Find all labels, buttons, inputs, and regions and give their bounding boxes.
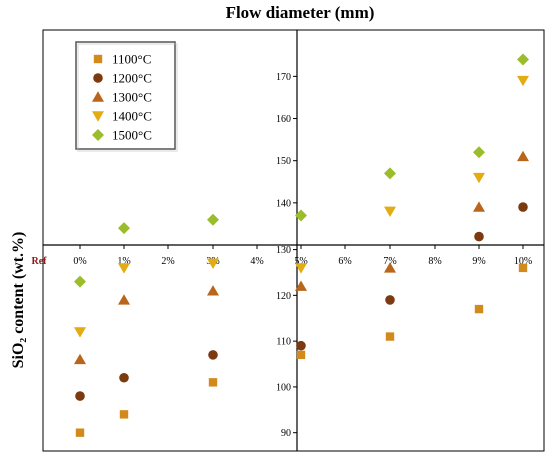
data-point xyxy=(385,332,395,341)
data-point xyxy=(118,222,130,235)
x-tick-label: 7% xyxy=(383,256,396,267)
data-point xyxy=(295,209,307,222)
data-point xyxy=(295,280,307,291)
legend-box-shadow xyxy=(77,43,178,152)
legend-label: 1100°C xyxy=(112,52,151,67)
data-point xyxy=(207,213,219,226)
y-tick-label: 170 xyxy=(276,72,291,83)
y-axis-label: SiO₂ content (wt.%) xyxy=(10,232,27,369)
y-tick-label: 110 xyxy=(276,337,291,348)
data-point xyxy=(119,410,129,419)
data-point xyxy=(518,202,528,212)
data-point xyxy=(208,378,218,387)
data-point xyxy=(517,150,529,162)
data-point xyxy=(74,353,86,365)
legend-marker xyxy=(93,54,103,64)
data-point xyxy=(473,172,485,184)
data-point xyxy=(208,350,218,360)
legend-label: 1300°C xyxy=(112,90,152,105)
data-point xyxy=(74,275,86,288)
data-point xyxy=(74,327,86,338)
data-point xyxy=(118,263,130,274)
y-tick-label: 120 xyxy=(276,291,291,302)
data-point xyxy=(473,201,485,212)
data-point xyxy=(118,294,130,305)
y-tick-label: 150 xyxy=(276,156,291,167)
data-point xyxy=(474,304,484,314)
legend-label: 1400°C xyxy=(112,109,152,124)
legend-label: 1500°C xyxy=(112,128,152,143)
legend-marker xyxy=(93,73,103,83)
legend-box xyxy=(75,41,176,150)
data-point xyxy=(384,206,396,217)
y-tick-label: 90 xyxy=(281,428,291,439)
y-tick-label: 130 xyxy=(276,245,291,256)
data-point xyxy=(517,53,529,66)
data-point xyxy=(75,428,85,437)
y-ticks: 90 100 110 120 130 140 150 160 170 xyxy=(276,72,297,439)
x-tick-label: 1% xyxy=(117,256,130,267)
y-tick-label: 160 xyxy=(276,114,291,125)
x-tick-label: 5% xyxy=(294,256,307,267)
legend-marker xyxy=(92,91,104,102)
legend-marker xyxy=(92,111,104,122)
plot-frame xyxy=(42,29,545,452)
data-point xyxy=(518,263,528,273)
x-tick-label: 8% xyxy=(428,256,441,267)
data-point xyxy=(384,262,396,273)
data-point xyxy=(474,231,484,242)
data-point xyxy=(75,391,85,401)
x-tick-label: 4% xyxy=(250,256,263,267)
data-point xyxy=(385,295,395,305)
x-tick-label: 9% xyxy=(472,256,485,267)
data-points xyxy=(74,53,529,437)
data-point xyxy=(119,372,129,383)
legend-marker xyxy=(92,129,104,141)
data-point xyxy=(207,258,219,270)
data-point xyxy=(207,285,219,296)
x-tick-label: 0% xyxy=(73,256,86,267)
y-tick-label: 100 xyxy=(276,382,291,393)
legend: 1100°C 1200°C 1300°C 1400°C 1500°C xyxy=(75,41,178,152)
data-point xyxy=(296,350,306,360)
x-tick-label: 2% xyxy=(161,256,174,267)
x-tick-label-ref: Ref xyxy=(32,256,48,267)
x-tick-label: 6% xyxy=(338,256,351,267)
chart-title: Flow diameter (mm) xyxy=(226,3,375,22)
y-tick-label: 140 xyxy=(276,198,291,209)
data-point xyxy=(517,75,529,87)
legend-label: 1200°C xyxy=(112,71,152,86)
x-tick-label: 10% xyxy=(514,256,532,267)
data-point xyxy=(296,340,306,351)
data-point xyxy=(295,263,307,274)
data-point xyxy=(384,167,396,180)
data-point xyxy=(473,146,485,159)
